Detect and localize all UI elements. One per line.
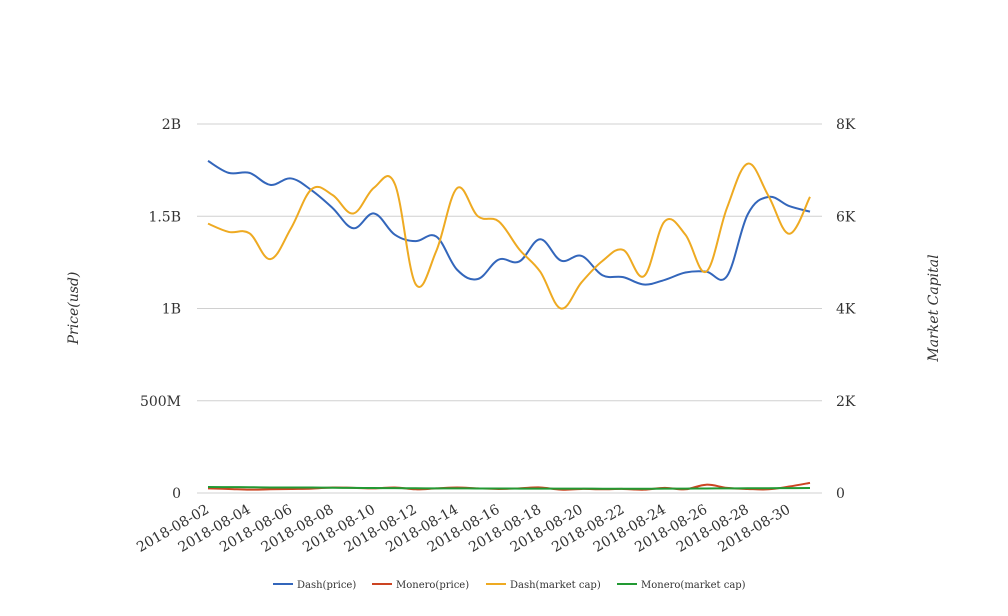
legend-label: Dash(market cap): [510, 580, 601, 591]
left-tick-label: 2B: [162, 117, 181, 133]
legend-item-monero-price[interactable]: Monero(price): [372, 580, 469, 591]
left-axis-ticks: 0 500M 1B 1.5B 2B: [140, 117, 181, 502]
series-line-monero-market-cap: [207, 486, 811, 490]
series-line-dash-price: [207, 160, 811, 286]
y-axis-title: Price(usd): [66, 272, 82, 346]
right-tick-label: 2K: [836, 394, 856, 410]
series-lines: [207, 160, 811, 491]
legend-item-monero-market-cap[interactable]: Monero(market cap): [617, 580, 746, 591]
left-tick-label: 0: [172, 486, 181, 502]
legend-label: Dash(price): [297, 580, 356, 591]
right-axis-ticks: 0 2K 4K 6K 8K: [836, 117, 856, 502]
right-tick-label: 6K: [836, 209, 856, 225]
series-line-dash-market-cap: [207, 162, 811, 310]
x-axis-ticks: 2018-08-022018-08-042018-08-062018-08-08…: [134, 502, 793, 556]
right-tick-label: 4K: [836, 302, 856, 318]
legend-item-dash-market-cap[interactable]: Dash(market cap): [486, 580, 601, 591]
left-tick-label: 500M: [140, 394, 181, 410]
right-tick-label: 8K: [836, 117, 856, 133]
legend-item-dash-price[interactable]: Dash(price): [273, 580, 356, 591]
left-tick-label: 1.5B: [148, 209, 181, 225]
gridlines: [197, 123, 822, 494]
legend: Dash(price) Monero(price) Dash(market cap)…: [273, 580, 746, 591]
right-tick-label: 0: [836, 486, 845, 502]
y2-axis-title: Market Capital: [926, 254, 942, 362]
legend-label: Monero(market cap): [641, 580, 746, 591]
legend-label: Monero(price): [396, 580, 469, 591]
left-tick-label: 1B: [162, 302, 181, 318]
